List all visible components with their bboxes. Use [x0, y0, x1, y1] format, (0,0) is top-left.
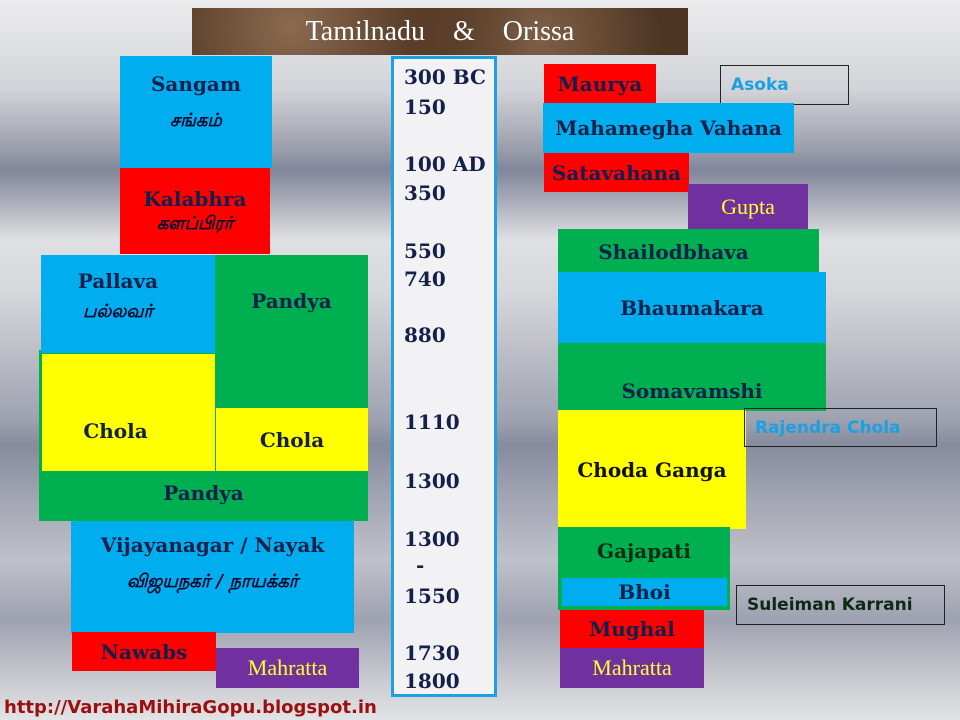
pallava-tamil: பல்லவர் — [83, 301, 153, 322]
timeline-year: 740 — [404, 267, 446, 291]
block-mughal: Mughal — [560, 610, 704, 648]
bhoi-label: Bhoi — [618, 580, 671, 604]
maurya-label: Maurya — [557, 72, 643, 96]
block-bhaumakara: Bhaumakara — [558, 272, 826, 344]
timeline-year: 880 — [404, 323, 446, 347]
gupta-label: Gupta — [721, 193, 775, 219]
mahratta-tn-label: Mahratta — [247, 655, 328, 680]
choda-ganga-label: Choda Ganga — [577, 457, 727, 482]
callout-asoka: Asoka — [720, 65, 849, 105]
mahratta-or-label: Mahratta — [592, 655, 672, 680]
timeline-year: 300 BC — [404, 65, 486, 89]
timeline-year: 1550 — [404, 584, 460, 608]
block-vijayanagar: Vijayanagar / Nayak விஜயநகர் / நாயக்கர் — [71, 521, 354, 633]
footer-url: http://VarahaMihiraGopu.blogspot.in — [4, 697, 377, 718]
kalabhra-label: Kalabhra — [143, 186, 247, 211]
pallava-label: Pallava — [77, 269, 159, 293]
chola-left-label: Chola — [83, 419, 148, 443]
satavahana-label: Satavahana — [551, 160, 682, 185]
asoka-label: Asoka — [731, 75, 789, 95]
somavamshi-label: Somavamshi — [621, 379, 763, 403]
block-mahamegha: Mahamegha Vahana — [543, 103, 794, 153]
bhaumakara-label: Bhaumakara — [620, 296, 764, 320]
timeline-year: 1730 — [404, 641, 460, 665]
callout-suleiman-karrani: Suleiman Karrani — [736, 585, 945, 625]
mughal-label: Mughal — [589, 617, 675, 641]
pandya-upper-label: Pandya — [251, 289, 332, 313]
timeline-year: 150 — [404, 95, 446, 119]
block-somavamshi: Somavamshi — [558, 343, 826, 411]
block-pandya-upper: Pandya — [215, 255, 368, 408]
callout-rajendra-chola: Rajendra Chola — [744, 408, 937, 447]
timeline-year: 1110 — [404, 410, 460, 434]
timeline-year: 1300 — [404, 469, 460, 493]
title-ampersand: & — [453, 15, 475, 47]
block-chola-left: Chola — [42, 354, 215, 471]
gajapati-label: Gajapati — [596, 539, 691, 563]
block-sangam: Sangam சங்கம் — [120, 56, 272, 168]
timeline-column: 300 BC 150 100 AD 350 550 740 880 1110 1… — [391, 56, 497, 697]
title-orissa: Orissa — [502, 15, 575, 47]
block-mahratta-tn: Mahratta — [216, 648, 359, 688]
suleiman-label: Suleiman Karrani — [747, 595, 913, 615]
kalabhra-tamil: களப்பிரர் — [156, 212, 234, 234]
block-mahratta-or: Mahratta — [560, 648, 704, 688]
nawabs-label: Nawabs — [100, 639, 188, 664]
vijayanagar-label: Vijayanagar / Nayak — [100, 533, 325, 557]
chola-right-label: Chola — [259, 427, 325, 452]
mahamegha-label: Mahamegha Vahana — [555, 116, 782, 140]
block-nawabs: Nawabs — [72, 632, 216, 671]
rajendra-label: Rajendra Chola — [755, 417, 901, 438]
timeline-year: 1300 — [404, 527, 460, 551]
pandya-lower-label: Pandya — [163, 481, 244, 505]
sangam-tamil: சங்கம் — [170, 110, 222, 131]
shailodbhava-label: Shailodbhava — [598, 239, 749, 264]
timeline-year: 350 — [404, 181, 446, 205]
block-kalabhra: Kalabhra களப்பிரர் — [120, 168, 270, 254]
timeline-year: 550 — [404, 239, 446, 263]
block-shailodbhava: Shailodbhava — [558, 229, 819, 274]
title-tamilnadu: Tamilnadu — [305, 15, 425, 47]
vijayanagar-tamil: விஜயநகர் / நாயக்கர் — [126, 571, 299, 592]
sangam-label: Sangam — [150, 72, 242, 96]
block-gupta: Gupta — [688, 184, 808, 229]
timeline-dash: - — [416, 553, 425, 577]
timeline-year: 1800 — [404, 669, 460, 693]
block-chola-right: Chola — [216, 408, 368, 471]
title-banner: Tamilnadu & Orissa — [192, 8, 688, 55]
block-bhoi: Bhoi — [562, 578, 727, 606]
block-maurya: Maurya — [544, 64, 656, 104]
block-pallava: Pallava பல்லவர் — [41, 255, 215, 353]
timeline-year: 100 AD — [404, 152, 486, 176]
block-satavahana: Satavahana — [544, 153, 689, 192]
block-choda-ganga: Choda Ganga — [558, 410, 746, 529]
